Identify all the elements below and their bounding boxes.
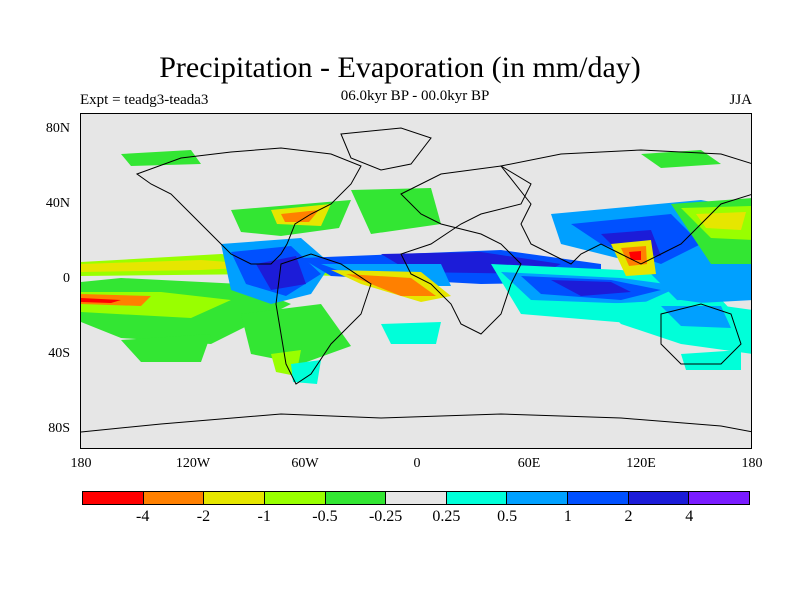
lon-label-120e: 120E — [626, 456, 656, 471]
colorbar-label: 4 — [685, 508, 694, 525]
lon-label-120w: 120W — [175, 456, 211, 471]
south-america-coast — [275, 253, 372, 385]
colorbar-label: -2 — [196, 508, 211, 525]
colorbar-label: -1 — [257, 508, 271, 525]
lat-label-40s: 40S — [48, 346, 70, 361]
experiment-label: Expt = teadg3-teada3 — [80, 92, 209, 108]
field-region — [641, 150, 721, 168]
colorbar-swatch — [689, 492, 750, 504]
lon-label-60e: 60E — [517, 456, 541, 471]
field-region — [291, 360, 321, 384]
field-region — [661, 306, 731, 328]
lat-label-0: 0 — [63, 271, 70, 286]
colorbar-label: 0.25 — [432, 508, 461, 525]
lon-label-60w: 60W — [291, 456, 319, 471]
map-plot-area — [80, 113, 752, 449]
lon-label-180e: 180 — [741, 456, 763, 471]
colorbar-swatch — [568, 492, 629, 504]
field-region — [629, 251, 641, 260]
colorbar-swatch — [446, 492, 508, 504]
field-region — [121, 150, 201, 166]
lon-label-180w: 180 — [70, 456, 92, 471]
north-america-coast — [135, 147, 362, 265]
colorbar — [82, 491, 750, 505]
field-region — [81, 298, 121, 303]
colorbar-label: -0.25 — [368, 508, 403, 525]
lat-label-80n: 80N — [45, 121, 70, 136]
lon-label-0: 0 — [413, 456, 421, 471]
antarctica-coast — [81, 413, 751, 433]
colorbar-swatch — [628, 492, 690, 504]
colorbar-swatch — [386, 492, 447, 504]
colorbar-swatch — [204, 492, 265, 504]
colorbar-label: -0.5 — [312, 508, 338, 525]
field-region — [241, 304, 351, 364]
colorbar-label: -4 — [136, 508, 150, 525]
precip-evap-field — [81, 127, 751, 433]
colorbar-swatch — [143, 492, 205, 504]
field-region — [351, 188, 441, 234]
colorbar-swatch — [264, 492, 326, 504]
field-region — [551, 280, 631, 296]
asia-coast — [500, 149, 751, 265]
colorbar-swatch — [83, 492, 144, 504]
field-region — [121, 334, 211, 362]
field-region — [681, 350, 741, 370]
colorbar-label: 2 — [624, 508, 633, 525]
greenland-coast — [340, 127, 432, 171]
field-region — [281, 210, 319, 222]
colorbar-label: 1 — [563, 508, 572, 525]
lat-label-80s: 80S — [48, 421, 70, 436]
colorbar-swatch — [507, 492, 569, 504]
colorbar-label: 0.5 — [497, 508, 518, 525]
map-title: Precipitation - Evaporation (in mm/day) — [159, 51, 641, 84]
field-region — [346, 274, 436, 296]
lat-label-40n: 40N — [45, 196, 70, 211]
australia-coast — [660, 303, 742, 365]
colorbar-swatch — [325, 492, 387, 504]
europe-africa-coast — [400, 165, 532, 335]
season-label: JJA — [729, 92, 752, 108]
coastlines — [81, 127, 751, 433]
period-label: 06.0kyr BP - 00.0kyr BP — [340, 88, 490, 104]
field-region — [381, 322, 441, 344]
